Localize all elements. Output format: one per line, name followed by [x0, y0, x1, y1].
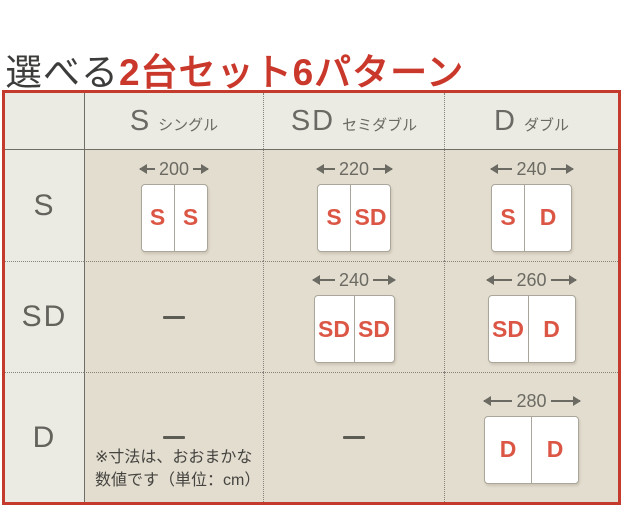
arrow-left-icon: [490, 167, 513, 170]
arrow-right-icon: [193, 167, 209, 170]
width-value: 220: [338, 158, 370, 179]
combo-cell-s-s: 200 S S: [84, 149, 263, 261]
width-arrow: 240: [490, 158, 573, 179]
column-header-d: D ダブル: [444, 93, 618, 149]
column-header-label: SD セミダブル: [291, 105, 417, 138]
column-header-label: D ダブル: [494, 105, 569, 138]
bed-rect: D: [524, 183, 572, 252]
width-arrow: 200: [140, 158, 209, 179]
bed-pair-diagram: 240 SD SD: [313, 270, 396, 363]
title-highlight: 2台セット6パターン: [119, 51, 465, 93]
dimension-note-line: 数値です（単位：cm）: [95, 471, 261, 489]
size-name: セミダブル: [342, 116, 418, 134]
bed-pair-diagram: 260 SD D: [487, 270, 577, 363]
bed-pair-diagram: 280 D D: [483, 390, 580, 484]
arrow-right-icon: [373, 279, 396, 281]
size-abbr: S: [129, 104, 152, 137]
row-header-d: D: [5, 372, 84, 502]
bed-rect: SD: [487, 295, 529, 363]
width-value: 280: [516, 390, 547, 411]
column-header-sd: SD セミダブル: [263, 93, 444, 149]
bed-rect: D: [531, 415, 579, 484]
arrow-right-icon: [373, 167, 392, 170]
bed-pair-diagram: 220 S SD: [316, 158, 392, 252]
arrow-left-icon: [316, 167, 335, 170]
bed-rect: SD: [353, 295, 395, 363]
combo-cell-d-sd: [263, 372, 444, 502]
width-arrow: 240: [313, 270, 396, 290]
size-name: シングル: [158, 116, 219, 134]
row-header-s: S: [5, 149, 84, 261]
bed-rect: SD: [313, 295, 355, 363]
size-abbr: D: [494, 104, 517, 137]
dimension-note-line: ※寸法は、おおまかな: [95, 449, 253, 467]
bed-pair-diagram: 200 S S: [140, 158, 209, 252]
beds-row: SD D: [487, 295, 576, 363]
bed-rect: D: [484, 415, 532, 484]
bed-rect: S: [173, 183, 208, 252]
bed-rect: D: [527, 295, 576, 363]
row-header-label: S: [33, 188, 56, 222]
bed-rect: SD: [350, 183, 391, 252]
not-available-dash: [163, 436, 185, 439]
arrow-left-icon: [313, 279, 335, 281]
dimension-note: ※寸法は、おおまかな 数値です（単位：cm）: [95, 447, 260, 492]
width-value: 240: [516, 158, 547, 179]
arrow-left-icon: [483, 399, 513, 402]
width-arrow: 220: [316, 158, 392, 179]
combo-cell-sd-d: 260 SD D: [444, 261, 618, 372]
bed-rect: S: [491, 183, 525, 252]
size-name: ダブル: [523, 116, 569, 134]
arrow-left-icon: [140, 167, 155, 170]
arrow-right-icon: [550, 279, 577, 281]
corner-cell: [5, 93, 84, 149]
size-abbr: SD: [290, 104, 336, 137]
combo-cell-s-sd: 220 S SD: [263, 149, 444, 261]
beds-row: SD SD: [313, 295, 395, 363]
width-value: 200: [158, 158, 190, 179]
row-header-label: D: [32, 420, 57, 454]
bed-rect: S: [140, 183, 175, 252]
bed-combination-table: S シングル SD セミダブル D ダブル S 200 S S 220 S SD 240 S D SD 240 SD…: [2, 90, 621, 505]
page-title: 選べる2台セット6パターン: [5, 49, 464, 97]
not-available-dash: [343, 436, 365, 439]
not-available-dash: [163, 315, 185, 319]
title-prefix: 選べる: [5, 51, 119, 93]
combo-cell-sd-s: [84, 261, 263, 372]
arrow-right-icon: [550, 399, 580, 402]
combo-cell-d-s: ※寸法は、おおまかな 数値です（単位：cm）: [84, 372, 263, 502]
combo-cell-d-d: 280 D D: [444, 372, 618, 502]
column-header-s: S シングル: [84, 93, 263, 149]
arrow-left-icon: [487, 279, 513, 281]
combo-cell-sd-sd: 240 SD SD: [263, 261, 444, 372]
bed-pair-diagram: 240 S D: [490, 158, 573, 252]
width-arrow: 260: [487, 270, 577, 290]
beds-row: S SD: [317, 183, 391, 252]
row-header-sd: SD: [5, 261, 84, 372]
combo-cell-s-d: 240 S D: [444, 149, 618, 261]
bed-rect: S: [317, 183, 351, 252]
arrow-right-icon: [550, 167, 573, 170]
column-header-label: S シングル: [130, 105, 218, 138]
width-value: 240: [338, 270, 370, 290]
row-header-label: SD: [21, 300, 68, 333]
width-value: 260: [516, 270, 547, 290]
width-arrow: 280: [483, 390, 580, 411]
